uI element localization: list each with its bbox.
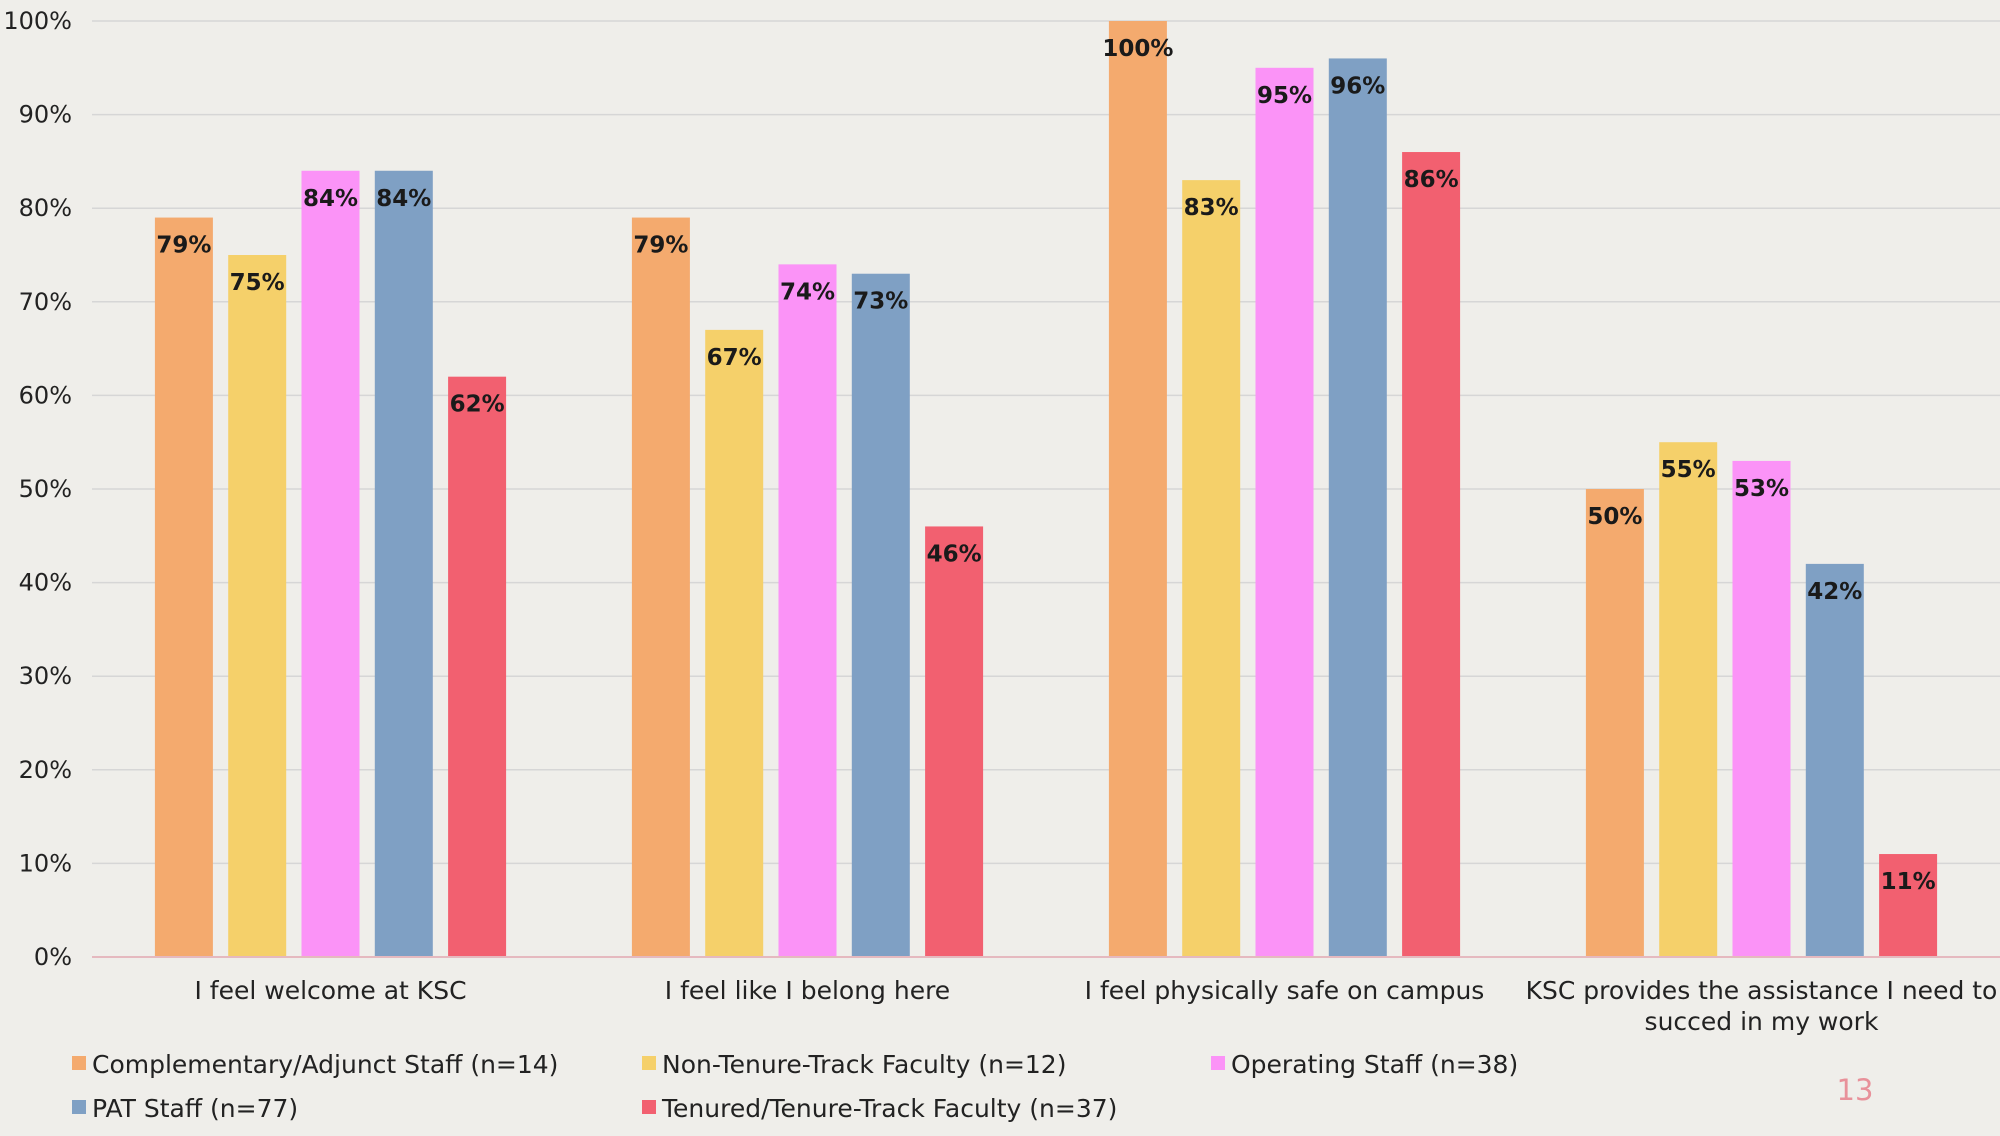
data-label: 62% <box>450 392 505 418</box>
y-tick-label: 10% <box>19 849 72 877</box>
bar <box>1805 563 1864 957</box>
bar <box>705 329 764 957</box>
data-label: 67% <box>707 345 762 371</box>
y-tick-label: 100% <box>3 7 72 35</box>
data-label: 100% <box>1102 36 1173 62</box>
y-tick-label: 40% <box>19 569 72 597</box>
data-label: 83% <box>1184 195 1239 221</box>
x-category-label: I feel like I belong here <box>665 976 950 1005</box>
y-tick-label: 0% <box>34 943 72 971</box>
data-label: 11% <box>1881 869 1936 895</box>
y-tick-label: 30% <box>19 662 72 690</box>
legend-label: Non-Tenure-Track Faculty (n=12) <box>662 1050 1066 1079</box>
bar <box>1255 67 1314 958</box>
bar <box>1182 180 1241 957</box>
bar <box>778 264 837 957</box>
x-category-label: KSC provides the assistance I need to <box>1526 976 1998 1005</box>
legend-swatch <box>72 1100 86 1114</box>
bar <box>228 255 287 957</box>
y-tick-label: 90% <box>19 101 72 129</box>
data-label: 96% <box>1330 73 1385 99</box>
legend-label: PAT Staff (n=77) <box>92 1094 298 1123</box>
data-label: 79% <box>633 233 688 259</box>
data-label: 86% <box>1404 167 1459 193</box>
y-tick-label: 60% <box>19 381 72 409</box>
data-label: 84% <box>376 186 431 212</box>
page-number: 13 <box>1837 1073 1874 1107</box>
legend-swatch <box>72 1056 86 1070</box>
bar <box>448 376 507 957</box>
y-tick-label: 50% <box>19 475 72 503</box>
data-label: 50% <box>1587 504 1642 530</box>
bar <box>631 217 690 957</box>
bar <box>851 273 910 958</box>
legend-swatch <box>642 1100 656 1114</box>
data-label: 79% <box>156 233 211 259</box>
bar <box>154 217 213 957</box>
x-category-label: succed in my work <box>1645 1007 1879 1036</box>
data-label: 46% <box>927 541 982 567</box>
data-label: 53% <box>1734 476 1789 502</box>
legend-label: Tenured/Tenure-Track Faculty (n=37) <box>661 1094 1117 1123</box>
bar <box>1659 442 1718 957</box>
data-label: 74% <box>780 279 835 305</box>
bar <box>1732 460 1791 957</box>
bar <box>1879 854 1938 957</box>
data-label: 55% <box>1661 457 1716 483</box>
bar <box>925 526 984 957</box>
data-label: 95% <box>1257 83 1312 109</box>
data-label: 84% <box>303 186 358 212</box>
data-label: 75% <box>230 270 285 296</box>
x-category-label: I feel physically safe on campus <box>1085 976 1485 1005</box>
bar <box>301 170 360 957</box>
bar <box>1108 21 1167 957</box>
legend-label: Operating Staff (n=38) <box>1231 1050 1518 1079</box>
data-label: 42% <box>1807 579 1862 605</box>
legend-swatch <box>642 1056 656 1070</box>
legend-label: Complementary/Adjunct Staff (n=14) <box>92 1050 558 1079</box>
y-tick-label: 20% <box>19 756 72 784</box>
y-tick-label: 70% <box>19 288 72 316</box>
bar <box>1402 152 1461 958</box>
bar <box>1585 489 1644 957</box>
bar <box>1328 58 1387 957</box>
data-label: 73% <box>853 289 908 315</box>
y-tick-label: 80% <box>19 194 72 222</box>
bar <box>374 170 433 957</box>
x-category-label: I feel welcome at KSC <box>194 976 466 1005</box>
legend-swatch <box>1211 1056 1225 1070</box>
